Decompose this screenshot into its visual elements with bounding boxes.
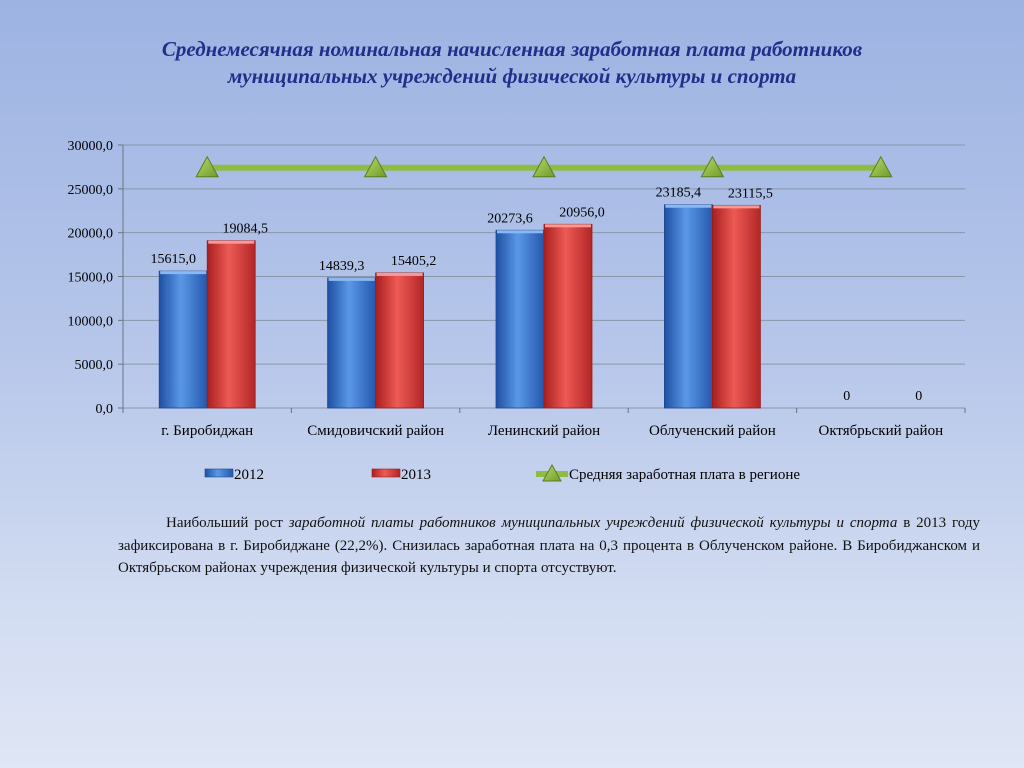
x-category-label: Октябрьский район: [818, 423, 943, 439]
legend-swatch-2012: [204, 468, 234, 478]
y-tick-label: 5000,0: [75, 358, 114, 373]
salary-bar-chart: 0,0 5000,0 10000,0 15000,0 20000,0 25000,0 300…: [68, 139, 966, 483]
data-label-2012-2: 20273,6: [487, 211, 533, 226]
data-label-2012-4: 0: [843, 389, 850, 404]
summary-text-italic: заработной платы работников муниципальны…: [288, 515, 898, 531]
legend: 2012 2013 Средняя заработная плата в регио…: [204, 463, 800, 483]
legend-label-region-average: Средняя заработная плата в регионе: [569, 467, 800, 483]
data-labels: 15615,0 19084,5 14839,3 15405,2 20273,6 20956…: [150, 186, 922, 404]
summary-paragraph: Наибольший рост заработной платы работни…: [118, 512, 980, 580]
data-label-2012-0: 15615,0: [150, 252, 196, 267]
slide-title: Среднемесячная номинальная начисленная з…: [40, 36, 984, 90]
legend-label-2013: 2013: [401, 467, 431, 483]
bars: [158, 204, 761, 409]
x-category-label: Облученский район: [649, 423, 776, 439]
bar-top-highlight: [497, 230, 543, 234]
y-tick-label: 10000,0: [68, 314, 114, 329]
bar-2012-1: [327, 277, 377, 409]
summary-text-2: в 2013 году зафиксирована в г. Биробиджа…: [118, 515, 980, 576]
region-average-marker: [195, 155, 220, 178]
bar-2013-1: [375, 272, 425, 409]
data-label-2013-3: 23115,5: [728, 186, 773, 201]
data-label-2013-0: 19084,5: [222, 222, 268, 237]
bar-2013-3: [712, 204, 761, 409]
legend-label-2012: 2012: [234, 467, 264, 483]
data-label-2013-2: 20956,0: [559, 205, 605, 220]
data-label-2013-4: 0: [915, 389, 922, 404]
bar-2012-2: [495, 229, 545, 409]
region-average-line: [195, 155, 893, 178]
y-tick-label: 20000,0: [68, 227, 114, 242]
slide-title-line-1: Среднемесячная номинальная начисленная з…: [161, 37, 863, 61]
bar-top-highlight: [328, 277, 375, 281]
data-label-2013-1: 15405,2: [391, 254, 437, 269]
bar-top-highlight: [208, 240, 255, 244]
y-tick-label: 30000,0: [68, 139, 114, 154]
x-category-label: г. Биробиджан: [161, 423, 253, 439]
x-axis-categories: г. Биробиджан Смидовичский район Ленинский…: [161, 423, 943, 439]
x-category-label: Ленинский район: [488, 423, 600, 439]
y-axis-ticks: 0,0 5000,0 10000,0 15000,0 20000,0 25000,0 300…: [68, 139, 114, 417]
bar-2012-3: [664, 204, 713, 409]
bar-2013-0: [206, 240, 256, 409]
legend-swatch-triangle: [542, 463, 562, 482]
region-average-marker: [868, 155, 893, 178]
y-tick-label: 0,0: [96, 402, 114, 417]
y-tick-label: 15000,0: [68, 271, 114, 286]
bar-top-highlight: [665, 204, 712, 208]
bar-2013-2: [543, 223, 593, 409]
region-average-marker: [363, 155, 388, 178]
bar-top-highlight: [713, 205, 760, 209]
y-tick-label: 25000,0: [68, 183, 114, 198]
region-average-marker: [532, 155, 556, 178]
slide-title-line-2: муниципальных учреждений физической куль…: [227, 64, 797, 88]
bar-top-highlight: [376, 272, 423, 276]
data-label-2012-1: 14839,3: [319, 259, 365, 274]
bar-2012-0: [158, 270, 208, 409]
summary-text-1: Наибольший рост: [166, 515, 289, 531]
region-average-marker: [700, 155, 725, 178]
data-label-2012-3: 23185,4: [656, 186, 702, 201]
legend-swatch-2013: [371, 468, 401, 478]
bar-top-highlight: [160, 271, 207, 275]
x-category-label: Смидовичский район: [307, 423, 444, 439]
bar-top-highlight: [545, 224, 591, 228]
